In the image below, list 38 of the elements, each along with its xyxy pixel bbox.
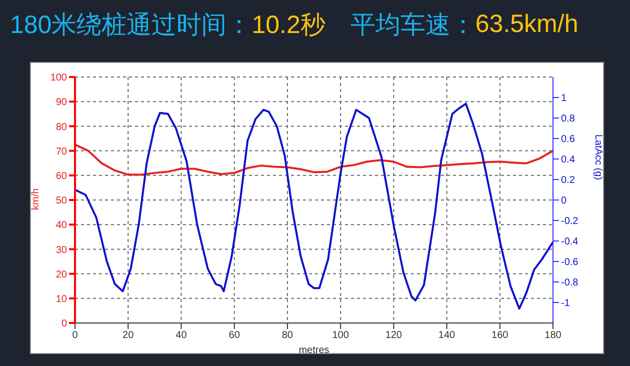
y-tick-label: 0 xyxy=(61,318,68,330)
y-tick-label: 90 xyxy=(56,97,68,108)
x-tick-label: 180 xyxy=(544,330,562,342)
x-tick-label: 120 xyxy=(385,330,402,342)
y2-tick-label: 1 xyxy=(561,93,567,104)
x-tick-label: 140 xyxy=(438,330,456,342)
y-tick-label: 80 xyxy=(56,122,68,133)
chart-title: 180米绕桩通过时间：10.2秒 平均车速：63.5km/h xyxy=(10,8,578,40)
x-tick-label: 0 xyxy=(72,330,78,342)
x-tick-label: 60 xyxy=(228,330,240,342)
y-tick-label: 10 xyxy=(56,294,68,305)
y2-axis-title: LatAcc (g) xyxy=(592,134,604,180)
y2-tick-label: 0.2 xyxy=(561,175,576,186)
line-series xyxy=(75,144,553,176)
y-tick-label: 60 xyxy=(56,170,68,182)
y-tick-label: 70 xyxy=(56,146,68,158)
y-tick-label: 100 xyxy=(50,72,68,84)
y-tick-label: 20 xyxy=(56,269,68,280)
y2-tick-label: -0.2 xyxy=(561,216,579,228)
y-tick-label: 40 xyxy=(56,220,68,232)
y2-tick-label: -0.8 xyxy=(561,278,579,289)
x-tick-label: 100 xyxy=(332,330,350,342)
y2-tick-label: -1 xyxy=(561,298,570,310)
y-tick-label: 50 xyxy=(56,196,68,207)
x-tick-label: 40 xyxy=(176,330,188,342)
x-axis-title: metres xyxy=(298,345,330,356)
y2-tick-label: -0.6 xyxy=(561,257,579,268)
y2-tick-label: 0.8 xyxy=(561,114,576,125)
y2-tick-label: 0.6 xyxy=(561,134,576,146)
x-tick-label: 20 xyxy=(122,330,134,342)
x-tick-label: 80 xyxy=(282,330,294,342)
y2-tick-label: 0 xyxy=(561,196,567,207)
y2-tick-label: 0.4 xyxy=(561,154,576,166)
y-axis-title: km/h xyxy=(30,188,42,210)
line-series xyxy=(75,102,553,310)
x-tick-label: 160 xyxy=(492,330,509,342)
y2-tick-label: -0.4 xyxy=(561,236,579,248)
y-tick-label: 30 xyxy=(56,244,68,256)
